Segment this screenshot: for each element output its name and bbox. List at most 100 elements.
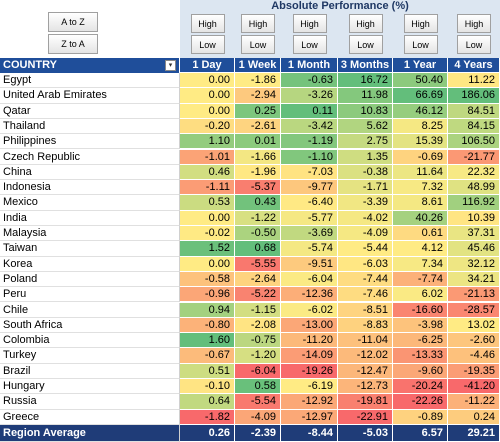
performance-cell: -3.69	[281, 226, 338, 242]
performance-cell: -0.38	[338, 164, 393, 181]
sort-low-button[interactable]: Low	[403, 35, 438, 54]
country-name: Taiwan	[0, 241, 180, 257]
performance-cell: 11.22	[448, 73, 500, 89]
performance-cell: -7.03	[281, 164, 338, 181]
performance-cell: -0.10	[180, 379, 235, 395]
performance-cell: -19.35	[448, 363, 500, 379]
sort-low-button[interactable]: Low	[292, 35, 327, 54]
performance-cell: 11.64	[393, 164, 448, 181]
performance-cell: -1.01	[180, 149, 235, 165]
sort-high-button[interactable]: High	[403, 14, 438, 33]
country-name: China	[0, 164, 180, 181]
performance-cell: -9.77	[281, 180, 338, 196]
performance-cell: 0.24	[448, 409, 500, 425]
performance-cell: -12.73	[338, 379, 393, 395]
performance-cell: 0.58	[235, 379, 281, 395]
performance-cell: -4.09	[338, 226, 393, 242]
performance-cell: -5.44	[338, 241, 393, 257]
performance-cell: 16.72	[338, 73, 393, 89]
country-name: South Africa	[0, 317, 180, 334]
performance-cell: -5.74	[281, 241, 338, 257]
performance-cell: -20.24	[393, 379, 448, 395]
performance-cell: -0.02	[180, 226, 235, 242]
performance-cell: 45.46	[448, 241, 500, 257]
performance-cell: -1.86	[235, 73, 281, 89]
performance-cell: 106.50	[448, 134, 500, 150]
performance-cell: 8.61	[393, 195, 448, 211]
performance-cell: -0.96	[180, 287, 235, 303]
country-name: Colombia	[0, 333, 180, 349]
performance-cell: -5.77	[281, 210, 338, 226]
country-name: Indonesia	[0, 180, 180, 196]
performance-cell: 5.62	[338, 118, 393, 135]
performance-cell: 0.00	[180, 256, 235, 272]
country-header: COUNTRY	[0, 58, 180, 73]
performance-cell: 0.61	[393, 226, 448, 242]
performance-cell: -2.64	[235, 271, 281, 288]
country-name: Peru	[0, 287, 180, 303]
performance-cell: -5.54	[235, 394, 281, 410]
country-name: Brazil	[0, 363, 180, 379]
performance-cell: -1.10	[281, 149, 338, 165]
performance-cell: 84.15	[448, 118, 500, 135]
performance-cell: -0.50	[235, 226, 281, 242]
country-name: Qatar	[0, 103, 180, 119]
performance-cell: 0.00	[180, 103, 235, 119]
sort-high-button[interactable]: High	[241, 14, 275, 33]
sort-high-button[interactable]: High	[348, 14, 383, 33]
performance-cell: -8.83	[338, 317, 393, 334]
performance-cell: -21.77	[448, 149, 500, 165]
performance-cell: -2.08	[235, 317, 281, 334]
country-name: Greece	[0, 409, 180, 425]
performance-cell: 1.52	[180, 241, 235, 257]
country-name: Russia	[0, 394, 180, 410]
sort-low-button[interactable]: Low	[241, 35, 275, 54]
performance-cell: -0.67	[180, 348, 235, 364]
performance-cell: 1.60	[180, 333, 235, 349]
performance-cell: -7.44	[338, 271, 393, 288]
performance-cell: -12.36	[281, 287, 338, 303]
performance-cell: -16.60	[393, 302, 448, 318]
performance-cell: 186.06	[448, 88, 500, 104]
performance-cell: 46.12	[393, 103, 448, 119]
performance-cell: -11.04	[338, 333, 393, 349]
performance-cell: -8.51	[338, 302, 393, 318]
performance-cell: -12.02	[338, 348, 393, 364]
sort-low-button[interactable]: Low	[190, 35, 225, 54]
performance-cell: -5.37	[235, 180, 281, 196]
performance-cell: -41.20	[448, 379, 500, 395]
column-header: 1 Year	[393, 58, 448, 73]
performance-cell: -3.26	[281, 88, 338, 104]
sort-low-button[interactable]: Low	[457, 35, 491, 54]
country-name: Chile	[0, 302, 180, 318]
performance-cell: -1.11	[180, 180, 235, 196]
performance-cell: -1.71	[338, 180, 393, 196]
performance-cell: -4.46	[448, 348, 500, 364]
performance-cell: 0.01	[235, 134, 281, 150]
performance-cell: -0.89	[393, 409, 448, 425]
performance-cell: -2.61	[235, 118, 281, 135]
performance-cell: 2.75	[338, 134, 393, 150]
performance-cell: -7.46	[338, 287, 393, 303]
footer-value: 29.21	[448, 424, 500, 442]
country-name: Poland	[0, 271, 180, 288]
performance-cell: 0.00	[180, 210, 235, 226]
sort-low-button[interactable]: Low	[348, 35, 383, 54]
sort-high-button[interactable]: High	[292, 14, 327, 33]
performance-cell: -1.66	[235, 149, 281, 165]
performance-cell: -9.51	[281, 256, 338, 272]
performance-cell: 1.10	[180, 134, 235, 150]
performance-cell: 37.31	[448, 226, 500, 242]
performance-cell: 15.39	[393, 134, 448, 150]
performance-cell: 22.32	[448, 164, 500, 181]
footer-value: -5.03	[338, 424, 393, 442]
filter-dropdown[interactable]: ▾	[165, 60, 176, 71]
sort-button[interactable]: Z to A	[48, 34, 98, 54]
sort-button[interactable]: A to Z	[48, 12, 98, 32]
performance-cell: 1.35	[338, 149, 393, 165]
sort-high-button[interactable]: High	[190, 14, 225, 33]
performance-cell: 0.94	[180, 302, 235, 318]
sort-high-button[interactable]: High	[457, 14, 491, 33]
performance-cell: -11.20	[281, 333, 338, 349]
performance-cell: -6.04	[235, 363, 281, 379]
